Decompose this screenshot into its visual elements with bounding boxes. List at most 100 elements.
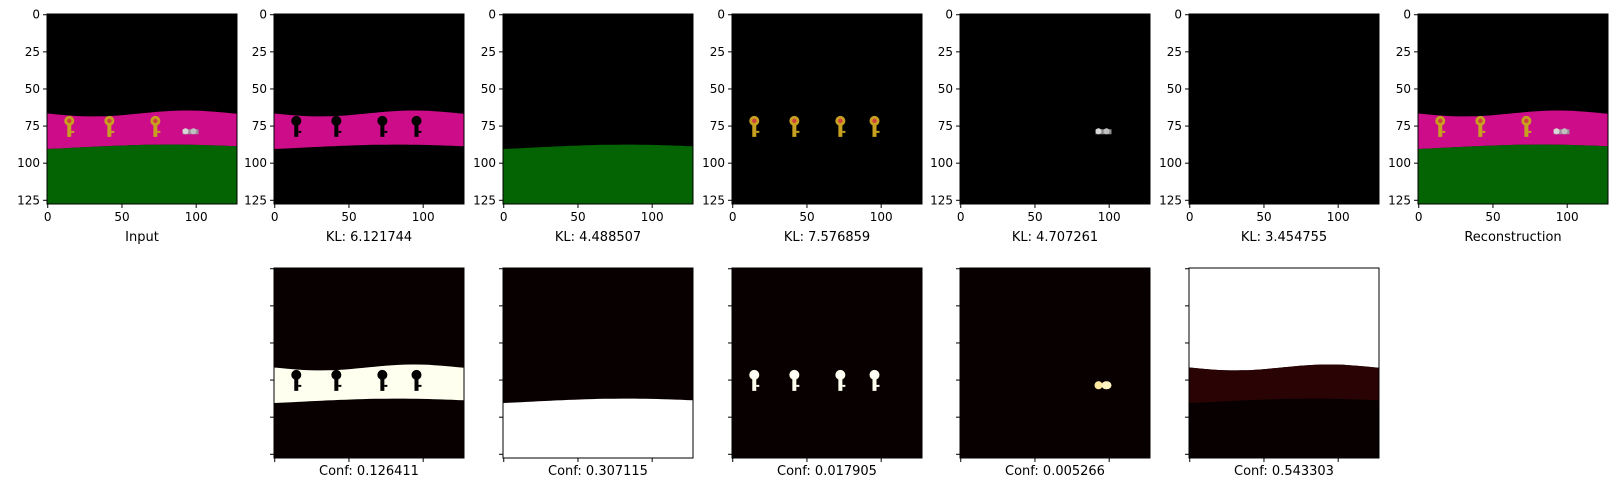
key-shaft [1438, 120, 1443, 137]
image-background [1189, 14, 1379, 204]
y-tick-label: 125 [1159, 193, 1182, 207]
caption-slot3: KL: 7.576859 [784, 230, 870, 245]
caption-conf4: Conf: 0.005266 [1005, 464, 1105, 479]
conf-key-hole [331, 369, 342, 391]
y-tick-label: 75 [25, 119, 40, 133]
key-gem [1438, 118, 1443, 124]
y-tick-label: 0 [717, 8, 725, 22]
x-tick-label: 100 [870, 210, 893, 224]
key-head [377, 369, 388, 380]
x-tick-label: 0 [1415, 210, 1423, 224]
panel-conf4: Conf: 0.005266 [956, 267, 1151, 479]
y-tick-label: 0 [1174, 8, 1182, 22]
x-tick-label: 0 [271, 210, 279, 224]
panel-conf5: Conf: 0.543303 [1185, 267, 1380, 479]
key-shaft [294, 374, 299, 391]
gold-key [869, 115, 880, 137]
conf-key [789, 369, 800, 391]
key-tooth [338, 130, 342, 133]
key-gem [872, 372, 877, 378]
key-shaft [792, 374, 797, 391]
key-tooth [1442, 130, 1446, 133]
key-tooth [876, 130, 880, 133]
axes-frame [1417, 13, 1609, 205]
panel-recon: 0 50 100 0 25 50 75 100 125 Reconstruction [1388, 8, 1609, 245]
y-tick-label: 100 [17, 156, 40, 170]
x-tick-label: 100 [185, 210, 208, 224]
conf-key [869, 369, 880, 391]
key-shaft [414, 120, 419, 137]
x-tick-label: 100 [641, 210, 664, 224]
y-tick-label: 100 [244, 156, 267, 170]
panel-conf1: Conf: 0.126411 [270, 267, 465, 479]
gold-key [1475, 115, 1486, 137]
panel-input: 0 50 100 0 25 50 75 100 125 Input [17, 8, 238, 245]
x-tick-label: 100 [412, 210, 435, 224]
x-tick-label: 50 [341, 210, 356, 224]
panel-conf3: Conf: 0.017905 [728, 267, 923, 479]
grey-key-head [1553, 128, 1560, 135]
key-head [331, 115, 342, 126]
key-shaft [838, 374, 843, 391]
wall-region [274, 110, 464, 149]
key-head [291, 369, 302, 380]
image-background [960, 14, 1150, 204]
y-tick-label: 25 [25, 45, 40, 59]
y-tick-label: 25 [1396, 45, 1411, 59]
x-tick-label: 0 [44, 210, 52, 224]
x-tick-label: 50 [799, 210, 814, 224]
caption-conf2: Conf: 0.307115 [548, 464, 648, 479]
x-tick-label: 100 [1098, 210, 1121, 224]
y-tick-label: 50 [1167, 82, 1182, 96]
y-tick-label: 75 [252, 119, 267, 133]
grey-key-body [182, 129, 199, 135]
y-tick-label: 50 [252, 82, 267, 96]
key-shaft [838, 120, 843, 137]
floor-region [503, 144, 693, 204]
y-tick-label: 125 [17, 193, 40, 207]
gold-key [749, 115, 760, 137]
conf-background [960, 268, 1150, 458]
grey-key-head2 [1561, 128, 1568, 135]
key-shaft [872, 120, 877, 137]
conf-key-hole [411, 369, 422, 391]
key-tooth [796, 130, 800, 133]
y-tick-label: 50 [710, 82, 725, 96]
conf-key [749, 369, 760, 391]
panel-slot3: 0 50 100 0 25 50 75 100 125 KL: 7.576859 [702, 8, 923, 245]
key-shaft [67, 120, 72, 137]
axes-frame [1188, 267, 1380, 459]
image-background [732, 14, 922, 204]
axes-frame [502, 13, 694, 205]
x-tick-label: 50 [1485, 210, 1500, 224]
x-tick-label: 50 [114, 210, 129, 224]
conf-spot [1101, 381, 1112, 390]
key-shaft [752, 374, 757, 391]
conf-key [835, 369, 846, 391]
key-shaft [414, 374, 419, 391]
panel-slot5: 0 50 100 0 25 50 75 100 125 KL: 3.454755 [1159, 8, 1380, 245]
x-tick-label: 0 [729, 210, 737, 224]
key-tooth [1528, 130, 1532, 133]
axes-frame [1188, 13, 1380, 205]
axes-frame [731, 267, 923, 459]
conf-background [274, 268, 464, 458]
key-gem [107, 118, 112, 124]
key-tooth [418, 384, 422, 387]
y-tick-label: 75 [710, 119, 725, 133]
y-tick-label: 125 [702, 193, 725, 207]
key-gem [153, 118, 158, 124]
y-tick-label: 125 [473, 193, 496, 207]
x-tick-label: 50 [1027, 210, 1042, 224]
y-tick-label: 0 [1403, 8, 1411, 22]
key-shaft [792, 120, 797, 137]
x-tick-label: 100 [1556, 210, 1579, 224]
axes-frame [46, 13, 238, 205]
key-tooth [298, 130, 302, 133]
y-tick-label: 75 [1396, 119, 1411, 133]
caption-input: Input [125, 230, 159, 245]
y-tick-label: 75 [481, 119, 496, 133]
key-gem [752, 372, 757, 378]
caption-conf1: Conf: 0.126411 [319, 464, 419, 479]
y-tick-label: 75 [938, 119, 953, 133]
